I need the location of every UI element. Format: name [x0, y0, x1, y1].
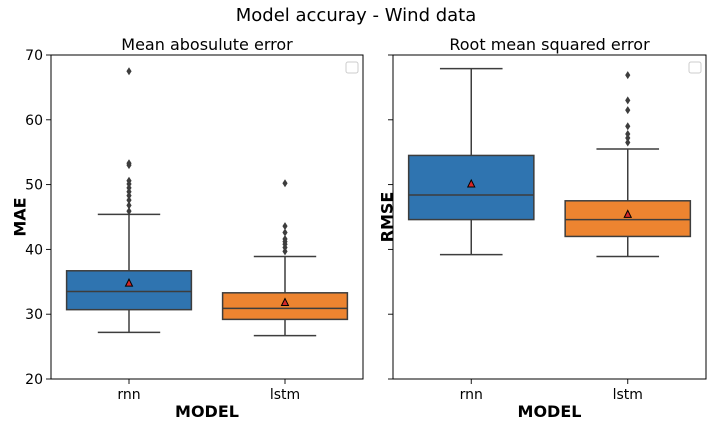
outlier-point: [282, 179, 288, 188]
x-axis-label: MODEL: [518, 402, 582, 421]
chart-title: Root mean squared error: [449, 35, 650, 54]
x-tick-label: lstm: [613, 387, 643, 403]
box-lstm: [564, 71, 692, 258]
plot-frame: [50, 54, 364, 380]
box-rnn: [65, 67, 193, 334]
outlier-point: [282, 228, 288, 237]
box-rnn: [407, 67, 535, 256]
x-tick-label: lstm: [270, 387, 300, 403]
panel-mae: Mean abosulute error 20 30 40 50 60 70 MAE rnn ls…: [11, 35, 364, 421]
y-tick-label: 60: [25, 113, 43, 129]
y-axis-label: RMSE: [378, 192, 397, 243]
figure-title: Model accuray - Wind data: [236, 5, 477, 26]
y-tick-label: 30: [25, 307, 43, 323]
mean-marker: [466, 178, 476, 188]
outlier-point: [126, 159, 132, 168]
outlier-point: [126, 67, 132, 76]
y-tick-label: 50: [25, 178, 43, 194]
outlier-point: [625, 138, 631, 147]
plot-frame: [392, 54, 707, 380]
outlier-point: [282, 235, 288, 244]
outlier-point: [126, 207, 132, 216]
y-tick-label: 20: [25, 372, 43, 388]
mean-marker: [124, 277, 134, 287]
y-tick-label: 70: [25, 48, 43, 64]
outlier-point: [126, 176, 132, 185]
box-iqr: [564, 200, 692, 238]
legend-box: [345, 61, 359, 74]
y-tick-label: 40: [25, 242, 43, 258]
box-iqr: [221, 292, 349, 321]
outlier-point: [126, 196, 132, 205]
mean-marker: [280, 297, 290, 307]
box-iqr: [407, 154, 535, 221]
panel-rmse: Root mean squared error RMSE rnn lstm MODEL: [378, 35, 707, 421]
mean-marker: [623, 209, 633, 218]
box-lstm: [221, 179, 349, 337]
outlier-point: [625, 122, 631, 131]
outlier-point: [282, 222, 288, 231]
chart-title: Mean abosulute error: [121, 35, 293, 54]
box-iqr: [65, 270, 193, 311]
x-tick-label: rnn: [117, 387, 140, 403]
outlier-point: [625, 96, 631, 105]
outlier-point: [625, 71, 631, 80]
outlier-point: [625, 130, 631, 139]
legend-box: [688, 61, 702, 74]
outlier-point: [126, 201, 132, 210]
x-tick-label: rnn: [460, 387, 483, 403]
y-axis-label: MAE: [11, 197, 30, 236]
x-axis-label: MODEL: [175, 402, 239, 421]
outlier-point: [625, 106, 631, 115]
